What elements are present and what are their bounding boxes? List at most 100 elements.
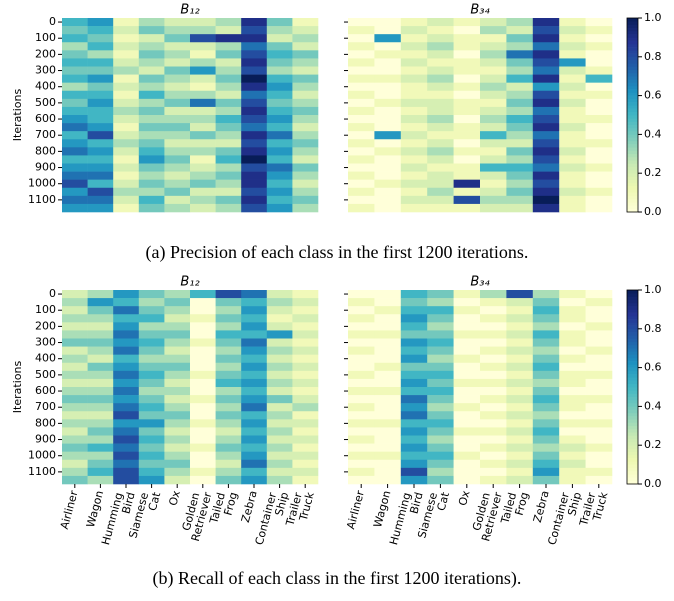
heat-cell bbox=[241, 82, 268, 92]
heat-cell bbox=[113, 163, 140, 172]
heat-cell bbox=[506, 435, 534, 444]
heat-cell bbox=[480, 314, 507, 323]
heat-cell bbox=[559, 98, 586, 108]
colorbar-swatch bbox=[627, 131, 638, 135]
heat-cell bbox=[215, 131, 242, 140]
heat-cell bbox=[400, 58, 428, 67]
heat-cell bbox=[241, 98, 268, 108]
colorbar-swatch bbox=[627, 163, 638, 168]
heat-cell bbox=[266, 354, 293, 364]
heat-cell bbox=[427, 90, 454, 100]
heat-cell bbox=[292, 411, 319, 420]
heat-cell bbox=[215, 443, 242, 452]
heat-cell bbox=[190, 362, 216, 372]
heat-cell bbox=[532, 354, 560, 364]
heat-cell bbox=[532, 42, 560, 51]
heat-cell bbox=[374, 155, 402, 164]
heat-cell bbox=[138, 18, 165, 27]
heat-cell bbox=[87, 123, 114, 132]
heat-cell bbox=[190, 179, 216, 189]
heat-cell bbox=[241, 66, 268, 75]
heat-cell bbox=[532, 50, 560, 59]
heat-cell bbox=[480, 98, 507, 108]
heat-cell bbox=[164, 314, 191, 323]
heat-cell bbox=[62, 98, 88, 108]
heat-cell bbox=[506, 306, 534, 315]
heat-cell bbox=[559, 82, 586, 92]
heat-cell bbox=[215, 58, 242, 67]
heat-cell bbox=[113, 467, 140, 477]
heat-cell bbox=[400, 306, 428, 315]
heat-cell bbox=[532, 58, 560, 67]
heat-cell bbox=[400, 26, 428, 35]
heat-cell bbox=[138, 338, 165, 347]
heat-cell bbox=[87, 411, 114, 420]
heat-cell bbox=[138, 459, 165, 469]
heat-cell bbox=[113, 459, 140, 469]
colorbar-swatch bbox=[627, 361, 638, 365]
heat-cell bbox=[190, 354, 216, 364]
heat-cell bbox=[113, 475, 140, 485]
heat-cell bbox=[190, 378, 216, 388]
heat-cell bbox=[559, 322, 586, 331]
heat-cell bbox=[427, 26, 454, 35]
heat-cell bbox=[164, 163, 191, 172]
heat-cell bbox=[453, 403, 481, 412]
heat-cell bbox=[585, 34, 613, 43]
colorbar-swatch bbox=[627, 189, 638, 193]
heat-cell bbox=[427, 155, 454, 164]
colorbar-swatch bbox=[627, 92, 638, 96]
caption: (a) Precision of each class in the first… bbox=[146, 242, 529, 263]
heat-cell bbox=[374, 106, 402, 116]
heat-cell bbox=[292, 98, 319, 108]
heat-cell bbox=[559, 378, 586, 388]
heat-cell bbox=[164, 411, 191, 420]
heat-cell bbox=[62, 115, 88, 124]
heat-cell bbox=[585, 459, 613, 469]
colorbar-tick-label: 0.8 bbox=[644, 50, 662, 63]
colorbar-swatch bbox=[627, 464, 638, 469]
heat-cell bbox=[292, 387, 319, 396]
heat-cell bbox=[559, 203, 586, 213]
heat-cell bbox=[266, 106, 293, 116]
heat-cell bbox=[266, 322, 293, 331]
heat-cell bbox=[266, 467, 293, 477]
heat-cell bbox=[532, 459, 560, 469]
heat-cell bbox=[374, 370, 402, 380]
y-tick-label: 1000 bbox=[28, 177, 56, 190]
heat-cell bbox=[62, 42, 88, 51]
heat-cell bbox=[348, 34, 375, 43]
heat-cell bbox=[453, 155, 481, 164]
heat-cell bbox=[374, 139, 402, 148]
heat-cell bbox=[62, 290, 88, 299]
heat-cell bbox=[427, 298, 454, 307]
heat-cell bbox=[87, 370, 114, 380]
heat-cell bbox=[113, 330, 140, 339]
colorbar-swatch bbox=[627, 111, 638, 116]
heat-cell bbox=[532, 338, 560, 347]
heat-cell bbox=[559, 50, 586, 59]
heat-cell bbox=[427, 290, 454, 299]
heat-cell bbox=[532, 98, 560, 108]
heat-cell bbox=[113, 82, 140, 92]
heat-cell bbox=[453, 203, 481, 213]
heat-cell bbox=[374, 90, 402, 100]
colorbar-swatch bbox=[627, 56, 638, 61]
heat-cell bbox=[506, 115, 534, 124]
heat-cell bbox=[400, 475, 428, 485]
x-tick-label: Wagon bbox=[84, 489, 106, 529]
heat-cell bbox=[585, 18, 613, 27]
heat-cell bbox=[480, 50, 507, 59]
heat-cell bbox=[374, 74, 402, 83]
colorbar-swatch bbox=[627, 344, 638, 349]
heat-cell bbox=[585, 395, 613, 404]
colorbar-frame bbox=[626, 17, 639, 213]
heat-cell bbox=[427, 115, 454, 124]
heat-cell bbox=[400, 34, 428, 43]
heat-cell bbox=[241, 459, 268, 469]
heat-cell bbox=[266, 290, 293, 299]
heat-cell bbox=[374, 187, 402, 197]
heat-cell bbox=[374, 419, 402, 428]
heat-cell bbox=[532, 106, 560, 116]
heat-cell bbox=[453, 338, 481, 347]
